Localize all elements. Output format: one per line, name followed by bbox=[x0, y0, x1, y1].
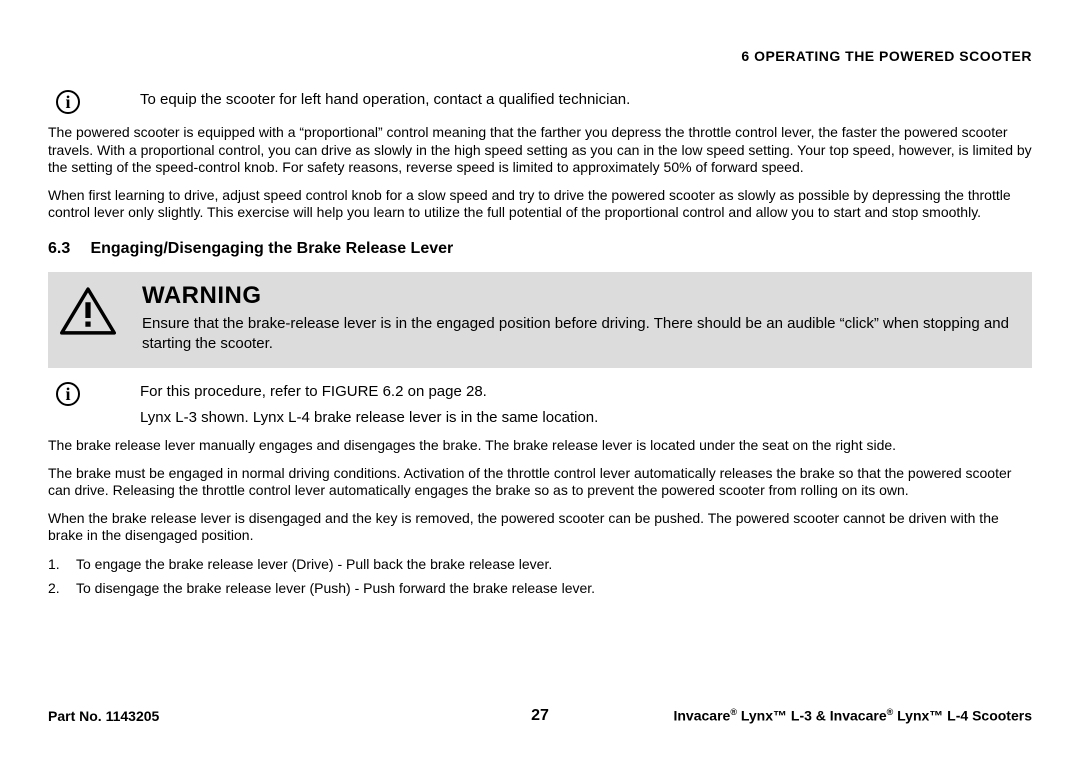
info-line: For this procedure, refer to FIGURE 6.2 … bbox=[140, 382, 1032, 402]
footer-left: Part No. 1143205 bbox=[48, 708, 159, 724]
section-title: Engaging/Disengaging the Brake Release L… bbox=[90, 240, 453, 257]
list-text: To engage the brake release lever (Drive… bbox=[76, 555, 552, 573]
svg-text:i: i bbox=[65, 92, 70, 112]
page-content: i To equip the scooter for left hand ope… bbox=[48, 90, 1032, 597]
list-number: 2. bbox=[48, 579, 76, 597]
section-number: 6.3 bbox=[48, 240, 86, 258]
page: 6 OPERATING THE POWERED SCOOTER i To equ… bbox=[0, 0, 1080, 762]
warning-title: Warning bbox=[142, 282, 1020, 310]
section-heading: 6.3 Engaging/Disengaging the Brake Relea… bbox=[48, 240, 1032, 258]
info-text: For this procedure, refer to FIGURE 6.2 … bbox=[140, 382, 1032, 427]
page-footer: Part No. 1143205 27 Invacare® Lynx™ L-3 … bbox=[48, 707, 1032, 724]
paragraph: When the brake release lever is disengag… bbox=[48, 510, 1032, 545]
warning-text: Ensure that the brake-release lever is i… bbox=[142, 314, 1020, 355]
info-line: Lynx L-3 shown. Lynx L-4 brake release l… bbox=[140, 408, 1032, 428]
info-note-2: i For this procedure, refer to FIGURE 6.… bbox=[48, 382, 1032, 427]
chapter-header: 6 OPERATING THE POWERED SCOOTER bbox=[741, 48, 1032, 64]
list-number: 1. bbox=[48, 555, 76, 573]
svg-text:i: i bbox=[65, 384, 70, 404]
info-icon: i bbox=[56, 90, 80, 114]
list-item: 1. To engage the brake release lever (Dr… bbox=[48, 555, 1032, 573]
warning-icon bbox=[60, 282, 122, 355]
paragraph: The brake must be engaged in normal driv… bbox=[48, 465, 1032, 500]
info-icon: i bbox=[56, 382, 80, 406]
paragraph: When first learning to drive, adjust spe… bbox=[48, 187, 1032, 222]
paragraph: The brake release lever manually engages… bbox=[48, 437, 1032, 455]
warning-body: Warning Ensure that the brake-release le… bbox=[142, 282, 1020, 355]
list-text: To disengage the brake release lever (Pu… bbox=[76, 579, 595, 597]
info-note-1: i To equip the scooter for left hand ope… bbox=[48, 90, 1032, 114]
page-number: 27 bbox=[531, 707, 549, 725]
list-item: 2. To disengage the brake release lever … bbox=[48, 579, 1032, 597]
warning-box: Warning Ensure that the brake-release le… bbox=[48, 272, 1032, 369]
footer-right: Invacare® Lynx™ L-3 & Invacare® Lynx™ L-… bbox=[673, 707, 1032, 724]
info-text: To equip the scooter for left hand opera… bbox=[140, 90, 1032, 110]
paragraph: The powered scooter is equipped with a “… bbox=[48, 124, 1032, 177]
